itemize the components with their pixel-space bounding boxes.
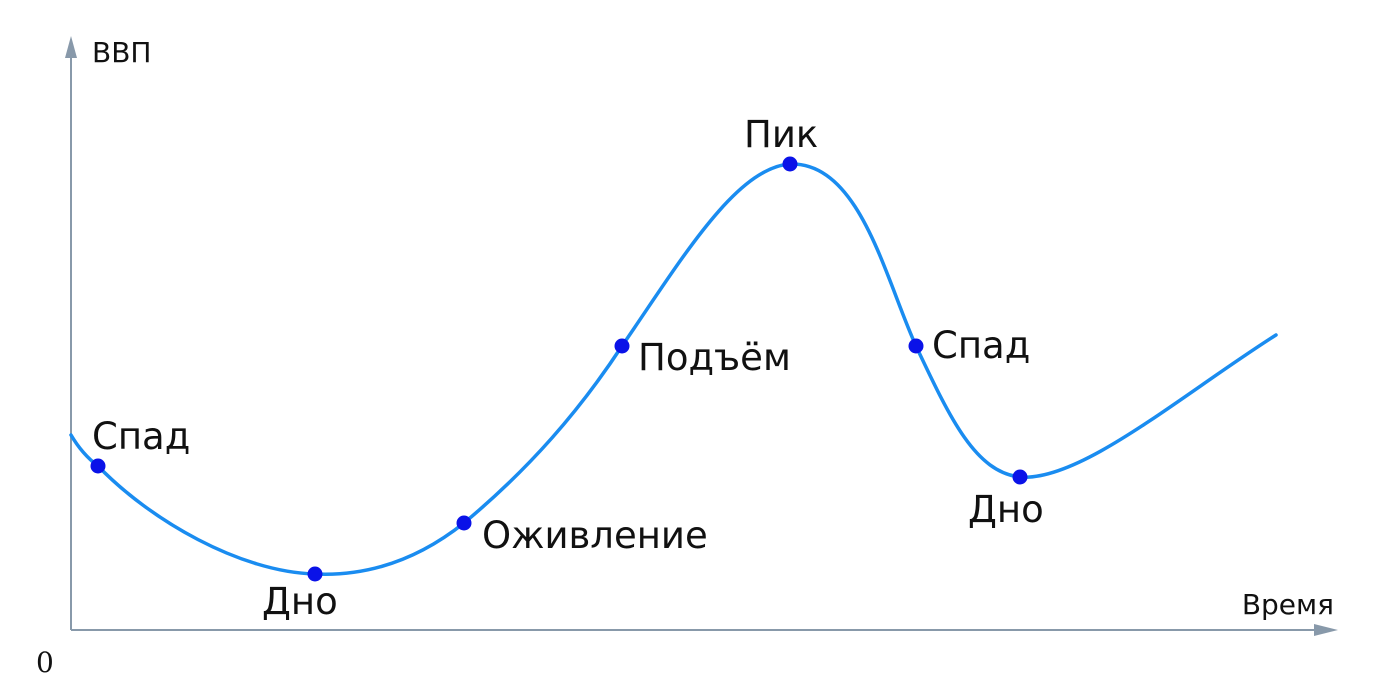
point-dno-2 [1012,469,1028,485]
label-podyom: Подъём [638,336,791,379]
phase-labels: Спад Дно Оживление Подъём Пик Спад Дно [92,113,1044,623]
y-axis-label: ВВП [92,36,151,69]
point-ozhivlenie [456,515,472,531]
point-pik [782,156,798,172]
label-spad-2: Спад [932,324,1030,367]
phase-points [90,156,1028,582]
origin-label: 0 [36,646,54,679]
x-axis-arrow-icon [1314,624,1338,636]
point-spad-1 [90,458,106,474]
label-ozhivlenie: Оживление [482,514,708,557]
point-dno-1 [307,566,323,582]
label-spad-1: Спад [92,415,190,458]
label-dno-1: Дно [262,580,338,623]
label-pik: Пик [744,113,818,156]
point-spad-2 [908,338,924,354]
y-axis-arrow-icon [65,36,77,58]
x-axis-label: Время [1242,588,1334,621]
business-cycle-curve [69,162,1278,576]
label-dno-2: Дно [968,488,1044,531]
point-podyom [614,338,630,354]
